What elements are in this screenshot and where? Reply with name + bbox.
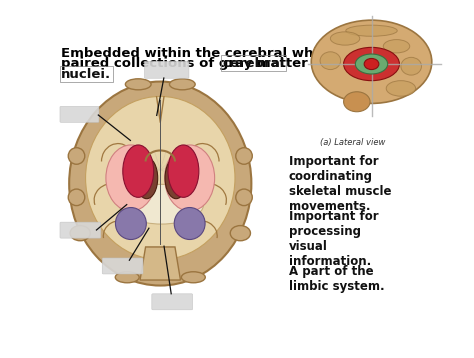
Ellipse shape bbox=[401, 57, 421, 75]
Ellipse shape bbox=[344, 47, 400, 81]
Ellipse shape bbox=[346, 25, 397, 36]
Text: Important for
coordinating
skeletal muscle
movements.: Important for coordinating skeletal musc… bbox=[289, 155, 392, 213]
Ellipse shape bbox=[236, 148, 252, 164]
Ellipse shape bbox=[123, 145, 154, 197]
Ellipse shape bbox=[230, 226, 250, 241]
Text: (a) Lateral view: (a) Lateral view bbox=[320, 138, 386, 147]
Ellipse shape bbox=[125, 79, 151, 90]
Text: Important for
processing
visual
information.: Important for processing visual informat… bbox=[289, 210, 378, 268]
Text: A part of the
limbic system.: A part of the limbic system. bbox=[289, 265, 384, 293]
Polygon shape bbox=[140, 247, 181, 280]
FancyBboxPatch shape bbox=[102, 258, 143, 274]
Ellipse shape bbox=[182, 272, 205, 283]
Ellipse shape bbox=[344, 92, 370, 112]
Ellipse shape bbox=[136, 158, 158, 199]
Ellipse shape bbox=[164, 145, 215, 211]
FancyBboxPatch shape bbox=[60, 222, 101, 238]
Ellipse shape bbox=[86, 96, 235, 260]
Ellipse shape bbox=[383, 40, 410, 53]
Ellipse shape bbox=[70, 226, 90, 241]
Ellipse shape bbox=[69, 82, 251, 286]
Ellipse shape bbox=[68, 148, 85, 164]
Ellipse shape bbox=[356, 54, 388, 74]
Ellipse shape bbox=[115, 272, 139, 283]
Ellipse shape bbox=[170, 79, 195, 90]
Ellipse shape bbox=[68, 189, 85, 205]
Ellipse shape bbox=[320, 52, 341, 69]
Text: Embedded within the cerebral white matter are: Embedded within the cerebral white matte… bbox=[61, 47, 418, 60]
FancyBboxPatch shape bbox=[152, 294, 192, 310]
Ellipse shape bbox=[106, 145, 156, 211]
Text: nuclei.: nuclei. bbox=[61, 68, 111, 81]
Ellipse shape bbox=[168, 145, 199, 197]
FancyBboxPatch shape bbox=[60, 106, 99, 122]
Ellipse shape bbox=[386, 81, 416, 96]
Text: paired collections of gray matter called: paired collections of gray matter called bbox=[61, 57, 362, 70]
Ellipse shape bbox=[311, 20, 432, 103]
Text: cerebral: cerebral bbox=[223, 57, 285, 70]
Ellipse shape bbox=[116, 208, 146, 240]
Ellipse shape bbox=[119, 184, 204, 224]
Ellipse shape bbox=[364, 58, 379, 69]
Ellipse shape bbox=[165, 158, 187, 199]
FancyBboxPatch shape bbox=[145, 62, 189, 78]
Ellipse shape bbox=[174, 208, 205, 240]
Ellipse shape bbox=[330, 32, 360, 45]
Ellipse shape bbox=[236, 189, 252, 205]
